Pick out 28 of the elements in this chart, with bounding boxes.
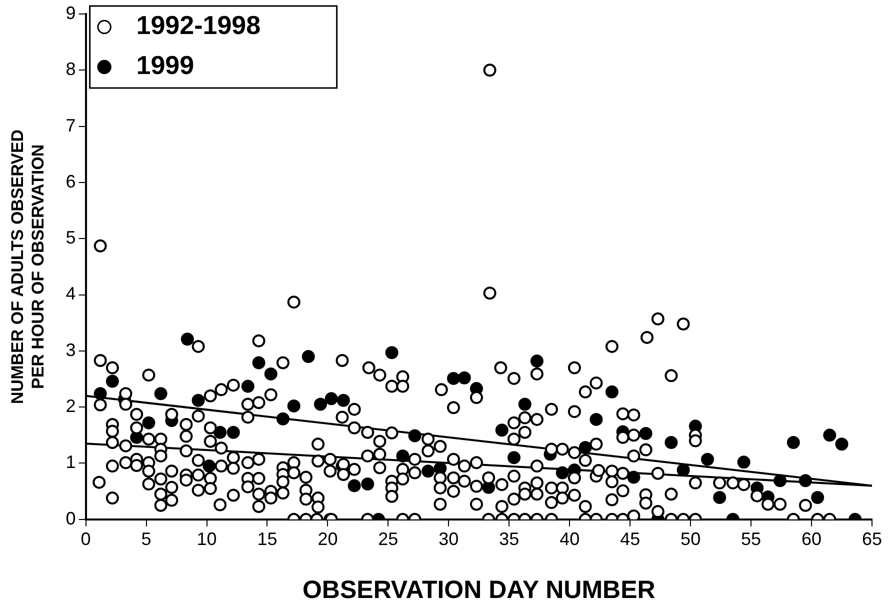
x-tick-label: 50 <box>680 529 701 550</box>
x-tick-label: 5 <box>141 529 152 550</box>
x-tick-label: 35 <box>499 529 520 550</box>
x-tick-label: 60 <box>802 529 822 550</box>
x-tick-label: 55 <box>741 529 762 550</box>
x-tick-label: 40 <box>560 529 580 550</box>
y-axis-title: NUMBER OF ADULTS OBSERVED PER HOUR OF OBSERVATION <box>8 129 48 404</box>
x-tick-label: 45 <box>620 529 640 550</box>
x-axis-title: OBSERVATION DAY NUMBER <box>302 576 656 604</box>
x-tick-label: 10 <box>196 529 217 550</box>
y-tick-label: 9 <box>66 2 76 23</box>
y-tick-label: 0 <box>66 508 76 528</box>
y-tick-label: 6 <box>66 171 76 192</box>
y-tick-label: 2 <box>66 396 76 416</box>
y-tick-label: 1 <box>66 452 76 472</box>
y-tick-label: 4 <box>66 284 76 304</box>
x-tick-label: 25 <box>378 529 398 550</box>
y-tick-label: 3 <box>66 340 76 360</box>
x-tick-label: 65 <box>862 529 882 550</box>
x-tick-label: 15 <box>257 529 278 550</box>
legend-label: 1999 <box>122 50 266 80</box>
x-tick-label: 0 <box>80 529 91 550</box>
y-tick-label: 8 <box>66 59 76 80</box>
x-tick-label: 30 <box>438 529 459 550</box>
x-tick-label: 20 <box>318 529 338 550</box>
y-tick-label: 7 <box>66 115 76 136</box>
y-tick-label: 5 <box>66 228 76 248</box>
legend-label: 1992-1998 <box>122 10 333 40</box>
